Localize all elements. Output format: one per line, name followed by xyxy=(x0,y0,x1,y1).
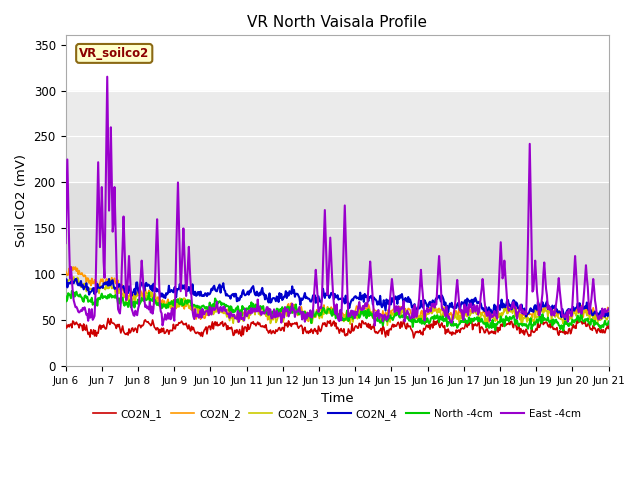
CO2N_2 xyxy=(61,268,69,274)
CO2N_1 xyxy=(426,326,434,332)
CO2N_2 xyxy=(202,308,210,313)
East -4cm xyxy=(472,306,480,312)
CO2N_1 xyxy=(202,324,210,330)
East -4cm xyxy=(605,306,612,312)
CO2N_2 xyxy=(472,309,479,314)
CO2N_1 xyxy=(472,323,480,328)
CO2N_3 xyxy=(202,307,210,313)
North -4cm xyxy=(472,317,479,323)
North -4cm xyxy=(425,321,433,326)
CO2N_3 xyxy=(61,282,69,288)
East -4cm xyxy=(104,74,111,80)
North -4cm xyxy=(383,318,390,324)
CO2N_3 xyxy=(472,311,480,317)
CO2N_4 xyxy=(425,300,433,306)
CO2N_2 xyxy=(159,297,166,303)
North -4cm xyxy=(61,293,69,299)
CO2N_1 xyxy=(159,329,166,335)
CO2N_3 xyxy=(308,320,316,326)
Bar xyxy=(65,182,609,284)
CO2N_4 xyxy=(561,316,569,322)
CO2N_4 xyxy=(72,276,79,282)
North -4cm xyxy=(308,314,316,320)
CO2N_4 xyxy=(383,297,390,302)
North -4cm xyxy=(159,304,166,310)
East -4cm xyxy=(202,309,210,314)
Line: East -4cm: East -4cm xyxy=(65,77,609,325)
North -4cm xyxy=(605,319,612,324)
Line: CO2N_1: CO2N_1 xyxy=(65,318,609,338)
CO2N_1 xyxy=(308,328,316,334)
CO2N_3 xyxy=(383,312,390,318)
Legend: CO2N_1, CO2N_2, CO2N_3, CO2N_4, North -4cm, East -4cm: CO2N_1, CO2N_2, CO2N_3, CO2N_4, North -4… xyxy=(88,405,586,424)
CO2N_4 xyxy=(61,279,69,285)
CO2N_1 xyxy=(605,325,612,331)
CO2N_3 xyxy=(70,274,77,280)
Line: CO2N_3: CO2N_3 xyxy=(65,277,609,325)
CO2N_4 xyxy=(308,297,316,302)
CO2N_4 xyxy=(605,311,612,316)
East -4cm xyxy=(308,314,316,320)
Line: North -4cm: North -4cm xyxy=(65,291,609,331)
North -4cm xyxy=(559,328,567,334)
Y-axis label: Soil CO2 (mV): Soil CO2 (mV) xyxy=(15,155,28,247)
CO2N_3 xyxy=(159,302,166,308)
CO2N_3 xyxy=(383,323,391,328)
East -4cm xyxy=(383,313,391,319)
Text: VR_soilco2: VR_soilco2 xyxy=(79,47,149,60)
X-axis label: Time: Time xyxy=(321,392,353,405)
North -4cm xyxy=(202,304,210,310)
East -4cm xyxy=(371,323,378,328)
Line: CO2N_2: CO2N_2 xyxy=(65,267,609,323)
North -4cm xyxy=(68,288,76,294)
East -4cm xyxy=(61,240,69,246)
CO2N_2 xyxy=(67,264,75,270)
East -4cm xyxy=(426,307,434,312)
CO2N_1 xyxy=(410,335,417,341)
CO2N_4 xyxy=(202,291,210,297)
CO2N_2 xyxy=(518,320,525,326)
CO2N_3 xyxy=(426,310,434,315)
Title: VR North Vaisala Profile: VR North Vaisala Profile xyxy=(247,15,427,30)
East -4cm xyxy=(159,323,166,328)
CO2N_2 xyxy=(605,309,612,315)
Bar xyxy=(65,91,609,182)
CO2N_1 xyxy=(104,315,112,321)
Line: CO2N_4: CO2N_4 xyxy=(65,279,609,319)
CO2N_3 xyxy=(605,311,612,317)
CO2N_2 xyxy=(383,312,390,318)
CO2N_4 xyxy=(472,295,479,300)
CO2N_2 xyxy=(308,315,316,321)
CO2N_4 xyxy=(159,291,166,297)
CO2N_2 xyxy=(425,311,433,317)
CO2N_1 xyxy=(383,328,390,334)
CO2N_1 xyxy=(61,321,69,327)
